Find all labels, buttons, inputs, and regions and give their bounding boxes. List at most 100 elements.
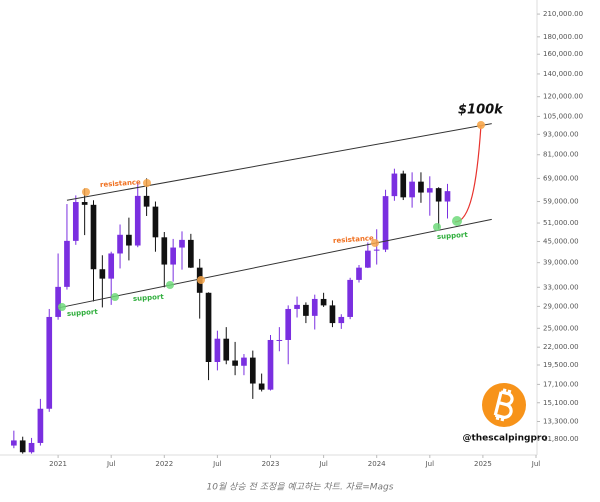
resistance-dot <box>82 188 90 196</box>
candle-body <box>170 247 176 265</box>
x-tick-label: Jul <box>531 460 541 468</box>
candle-body <box>391 173 398 197</box>
candle <box>347 277 353 320</box>
candle <box>418 172 424 203</box>
watermark: @thescalpingpro <box>462 434 547 444</box>
candle-body <box>373 249 380 251</box>
candle-body <box>152 206 159 238</box>
candle-body <box>356 267 362 280</box>
candle-body <box>303 304 309 316</box>
candle-body <box>205 292 212 362</box>
candle-body <box>232 360 238 366</box>
annotation: support <box>133 293 165 303</box>
candle <box>55 253 61 320</box>
y-tick-label: 45,000.00 <box>543 238 579 246</box>
candle-body <box>81 202 88 205</box>
candle <box>373 229 380 265</box>
x-tick-label: 2022 <box>155 460 173 468</box>
candle <box>11 430 17 449</box>
candle-body <box>276 339 283 341</box>
trendline <box>66 123 492 201</box>
support-dot <box>166 281 174 289</box>
candle-body <box>426 188 433 193</box>
plot-area <box>11 123 492 454</box>
candle-body <box>11 440 17 446</box>
candle-body <box>117 234 123 254</box>
candle <box>409 172 415 208</box>
candle-body <box>294 304 300 309</box>
y-tick-label: 19,500.00 <box>543 361 579 369</box>
candle-body <box>161 237 168 265</box>
candle-body <box>444 191 451 202</box>
y-tick-label: 22,000.00 <box>543 343 579 351</box>
support-dot <box>111 293 119 301</box>
candle-body <box>365 250 371 268</box>
candle <box>19 436 26 454</box>
y-tick-label: 210,000.00 <box>543 10 583 18</box>
y-tick-label: 180,000.00 <box>543 33 583 41</box>
candle-body <box>72 202 79 241</box>
candle-body <box>90 204 97 270</box>
candle-body <box>143 195 150 207</box>
candle <box>90 200 97 302</box>
candle-body <box>338 316 345 324</box>
candle <box>258 373 265 392</box>
candle <box>426 176 433 216</box>
candle <box>391 168 398 201</box>
x-tick-label: Jul <box>425 460 435 468</box>
candle <box>28 437 35 454</box>
candle-body <box>249 357 256 384</box>
candle <box>311 294 318 330</box>
support-dot <box>452 216 462 226</box>
annotation: resistance <box>100 178 142 189</box>
candle-body <box>126 234 132 246</box>
candle <box>365 242 371 269</box>
target-dot <box>477 121 485 129</box>
candle-body <box>179 239 185 248</box>
candle-body <box>37 408 44 443</box>
y-tick-label: 11,800.00 <box>543 435 579 443</box>
candle-body <box>418 181 424 193</box>
candle-body <box>55 286 61 317</box>
candle <box>117 224 123 269</box>
candle <box>285 305 292 365</box>
candle <box>320 292 327 307</box>
y-tick-label: 120,000.00 <box>543 93 583 101</box>
candle-body <box>19 440 26 453</box>
y-tick-label: 140,000.00 <box>543 70 583 78</box>
candle-body <box>99 269 106 279</box>
x-tick-label: Jul <box>106 460 116 468</box>
y-tick-label: 39,000.00 <box>543 259 579 267</box>
candle <box>161 231 168 288</box>
candle-body <box>134 195 141 246</box>
candle-body <box>64 240 70 287</box>
caption: 10월 상승 전 조정을 예고하는 차트. 자료=Mags <box>207 482 394 493</box>
candle-body <box>329 305 336 324</box>
candle <box>329 300 336 328</box>
candle-body <box>400 173 407 198</box>
candle <box>46 308 53 412</box>
candle-body <box>347 279 353 317</box>
y-tick-label: 25,000.00 <box>543 324 579 332</box>
candle-body <box>258 383 265 390</box>
x-tick-label: 2024 <box>368 460 386 468</box>
candle <box>152 201 159 252</box>
y-tick-label: 105,000.00 <box>543 112 583 120</box>
bitcoin-logo <box>482 383 526 427</box>
y-tick-label: 29,000.00 <box>543 302 579 310</box>
candle <box>196 258 203 319</box>
candle <box>205 292 212 381</box>
candle-body <box>311 298 318 316</box>
candle <box>356 264 362 283</box>
candle-body <box>320 298 327 306</box>
candle <box>134 182 141 248</box>
candle-body <box>409 181 415 198</box>
logo-glyph <box>493 388 514 422</box>
x-tick-label: 2023 <box>262 460 280 468</box>
candle <box>223 327 230 365</box>
candle-body <box>241 357 247 366</box>
support-dot <box>433 223 441 231</box>
candle-body <box>382 196 389 250</box>
logo-b <box>493 388 514 422</box>
